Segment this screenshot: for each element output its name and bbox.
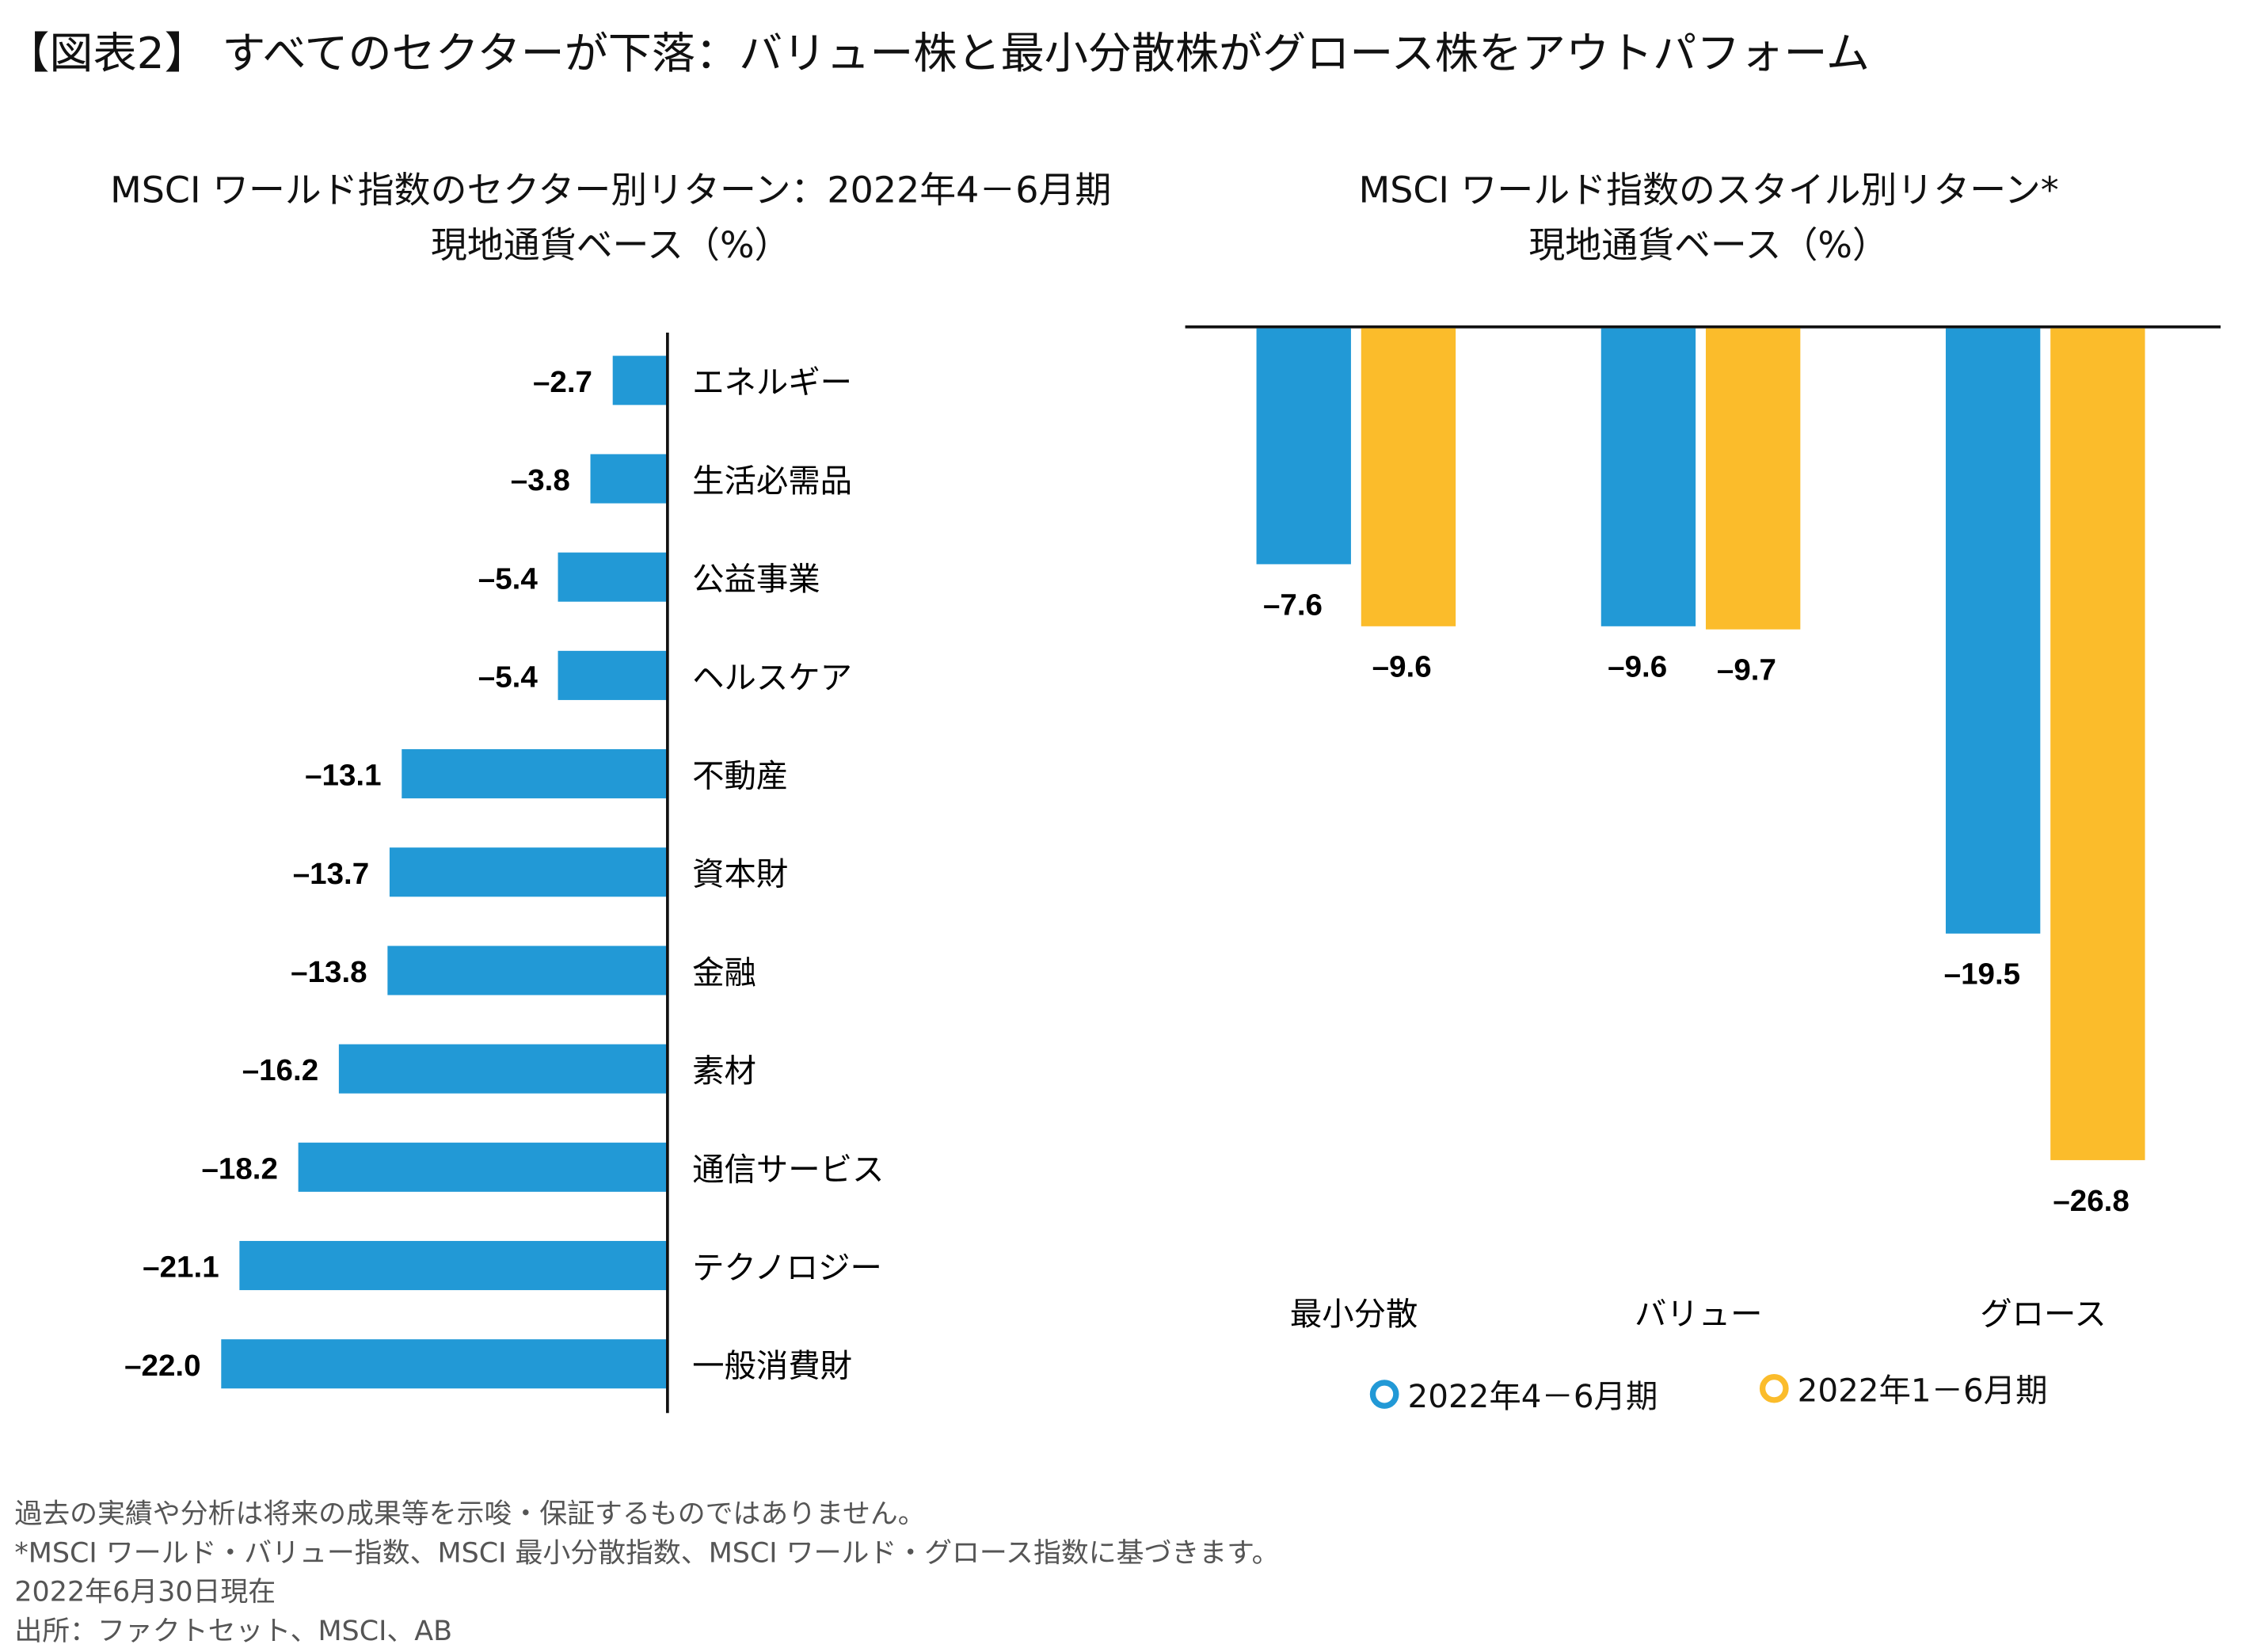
- sector-bar: [402, 749, 668, 799]
- sector-category-label: 素材: [692, 1053, 756, 1090]
- sector-data-label: –2.7: [533, 365, 592, 399]
- style-bar-q2: [1256, 328, 1351, 565]
- sector-chart-title: MSCI ワールド指数のセクター別リターン：2022年4－6月期 現地通貨ベース…: [58, 163, 1163, 273]
- sector-bar: [338, 1044, 668, 1094]
- style-bar-h1: [2050, 328, 2145, 1160]
- legend-label-q2: 2022年4－6月期: [1407, 1380, 1658, 1416]
- style-bar-q2: [1600, 328, 1696, 626]
- figure-title: 【図表2】 すべてのセクターが下落：バリュー株と最小分散株がグロース株をアウトパ…: [6, 29, 1870, 80]
- style-data-label: –26.8: [2053, 1184, 2129, 1218]
- sector-category-label: 一般消費財: [692, 1349, 852, 1385]
- sector-bar: [221, 1339, 668, 1389]
- sector-data-label: –5.4: [478, 660, 539, 695]
- sector-data-label: –3.8: [511, 463, 570, 497]
- sector-bar: [387, 946, 668, 995]
- sector-category-label: エネルギー: [692, 365, 852, 402]
- sector-bar: [612, 356, 668, 405]
- style-category-label: バリュー: [1635, 1296, 1763, 1333]
- style-data-label: –19.5: [1944, 957, 2020, 992]
- style-chart-title: MSCI ワールド指数のスタイル別リターン* 現地通貨ベース（%）: [1250, 163, 2167, 273]
- sector-bar: [590, 454, 668, 504]
- sector-category-label: 通信サービス: [692, 1151, 884, 1188]
- style-bar-h1: [1705, 328, 1801, 630]
- style-data-label: –9.7: [1717, 653, 1776, 687]
- sector-data-label: –13.8: [291, 955, 367, 989]
- sector-bar: [389, 847, 668, 897]
- legend-marker-h1: [1759, 1373, 1789, 1403]
- sector-data-label: –16.2: [242, 1053, 318, 1087]
- legend-label-h1: 2022年1－6月期: [1797, 1373, 2048, 1410]
- footnote: *MSCI ワールド・バリュー指数、MSCI 最小分散指数、MSCI ワールド・…: [14, 1537, 1280, 1570]
- legend-marker-q2: [1369, 1380, 1399, 1409]
- style-data-label: –9.6: [1608, 650, 1667, 684]
- sector-category-label: ヘルスケア: [692, 660, 852, 696]
- footnote: 過去の実績や分析は将来の成果等を示唆・保証するものではありません。: [14, 1498, 926, 1531]
- sector-category-label: 資本財: [692, 857, 788, 893]
- style-chart-title-text: MSCI ワールド指数のスタイル別リターン*: [1358, 169, 2059, 211]
- sector-data-label: –22.0: [124, 1349, 200, 1383]
- sector-bar: [558, 552, 668, 602]
- sector-data-label: –21.1: [143, 1250, 219, 1285]
- style-data-label: –7.6: [1263, 588, 1323, 622]
- legend-item-q2: 2022年4－6月期: [1369, 1371, 1658, 1417]
- sector-category-label: 不動産: [692, 759, 788, 795]
- footnote: 出所：ファクトセット、MSCI、AB: [14, 1615, 453, 1648]
- sector-chart-subtitle: 現地通貨ベース（%）: [430, 224, 791, 267]
- style-data-label: –9.6: [1372, 650, 1432, 684]
- style-category-label: 最小分散: [1290, 1296, 1418, 1333]
- sector-data-label: –13.7: [293, 857, 369, 891]
- sector-category-label: 生活必需品: [692, 463, 852, 500]
- sector-category-label: 公益事業: [692, 561, 820, 598]
- footnote: 2022年6月30日現在: [14, 1576, 276, 1608]
- style-category-label: グロース: [1980, 1296, 2106, 1333]
- style-bar-q2: [1945, 328, 2041, 934]
- sector-category-label: テクノロジー: [692, 1250, 882, 1287]
- legend-item-h1: 2022年1－6月期: [1759, 1365, 2048, 1411]
- sector-chart-title-text: MSCI ワールド指数のセクター別リターン：2022年4－6月期: [110, 169, 1112, 211]
- sector-bar: [239, 1240, 668, 1291]
- footnotes: 過去の実績や分析は将来の成果等を示唆・保証するものではありません。 *MSCI …: [14, 1495, 1279, 1651]
- sector-category-label: 金融: [692, 955, 756, 992]
- style-chart-subtitle: 現地通貨ベース（%）: [1528, 224, 1889, 267]
- sector-bar: [298, 1142, 668, 1192]
- style-bar-h1: [1361, 328, 1456, 626]
- sector-data-label: –5.4: [478, 561, 539, 596]
- sector-data-label: –13.1: [305, 759, 381, 793]
- sector-bar: [558, 650, 668, 700]
- sector-data-label: –18.2: [201, 1152, 277, 1186]
